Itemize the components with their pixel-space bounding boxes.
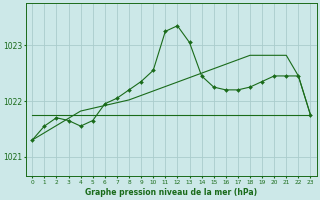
X-axis label: Graphe pression niveau de la mer (hPa): Graphe pression niveau de la mer (hPa)	[85, 188, 257, 197]
